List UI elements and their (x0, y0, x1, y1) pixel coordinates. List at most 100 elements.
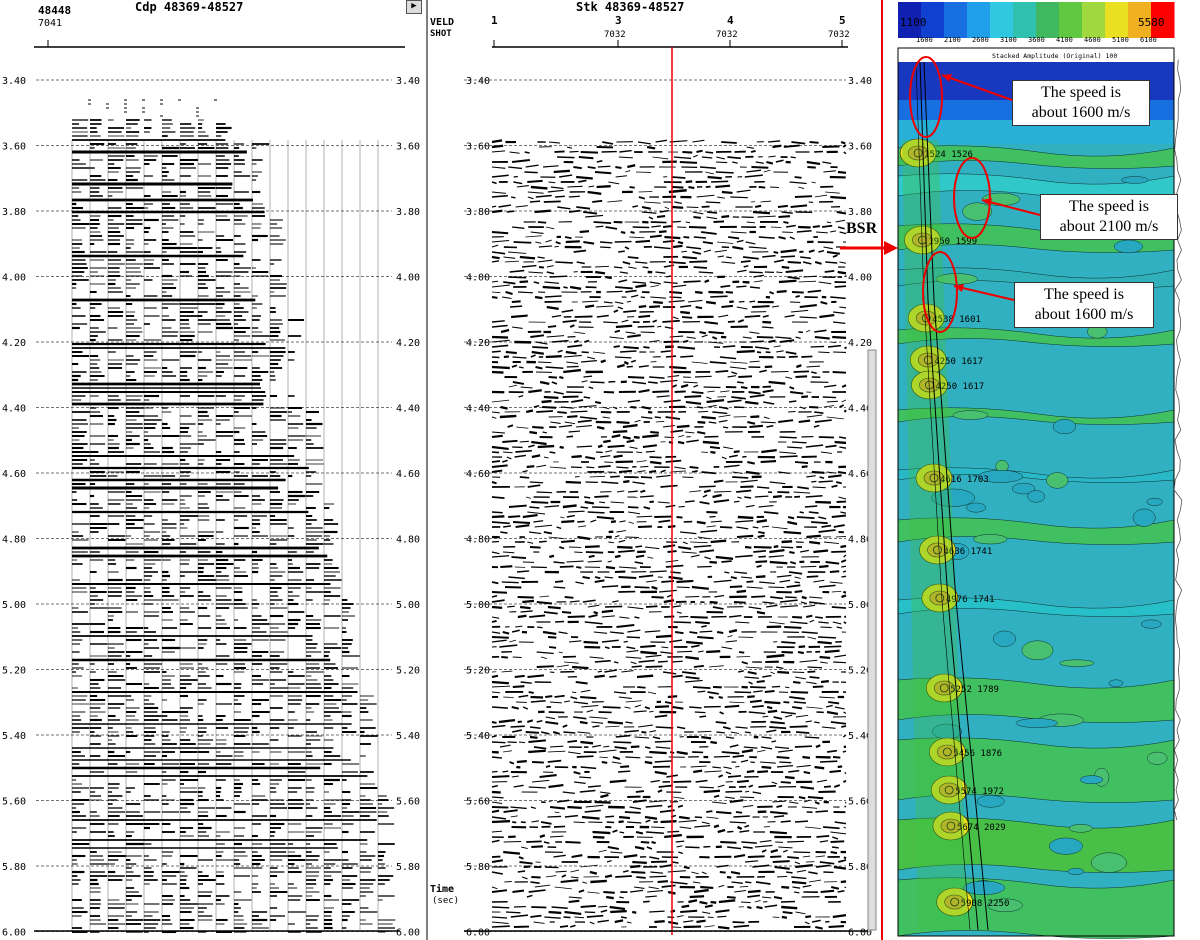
stack-time-tick-right: 5.60 (848, 797, 872, 808)
cdp-time-tick-left: 5.00 (2, 600, 26, 611)
stack-time-tick-left: 3.80 (466, 207, 490, 218)
pick-label: 5674 2029 (957, 823, 1006, 833)
stack-time-tick-right: 5.40 (848, 731, 872, 742)
cdp-time-tick-left: 5.20 (2, 666, 26, 677)
colorbar-tick: 3600 (1028, 36, 1045, 44)
stack-time-tick-right: 4.40 (848, 404, 872, 415)
stack-panel: Stk 48369-48527 VELD SHOT Time (sec) 1 3 4… (406, 0, 880, 940)
cdp-time-tick-left: 5.40 (2, 731, 26, 742)
pick-label: 4616 1703 (940, 475, 989, 485)
veld-tick: 3 (615, 14, 622, 27)
colorbar-tick: 1600 (916, 36, 933, 44)
cdp-time-tick-left: 4.80 (2, 535, 26, 546)
colorbar-tick: 6100 (1140, 36, 1157, 44)
pick-label: 5456 1876 (953, 749, 1002, 759)
time-axis-label: Time (430, 884, 455, 895)
colorbar-max: 5580 (1138, 16, 1165, 29)
cdp-time-tick-left: 3.80 (2, 207, 26, 218)
stack-time-tick-left: 5.40 (466, 731, 490, 742)
stack-time-tick-right: 4.80 (848, 535, 872, 546)
stack-time-tick-left: 3.60 (466, 142, 490, 153)
stack-time-tick-left: 5.20 (466, 666, 490, 677)
cdp-time-tick-right: 3.60 (396, 142, 420, 153)
callout-1-line-1: The speed is (1041, 84, 1121, 101)
velocity-panel: 1100 5580 1600 2100 2600 3100 3600 4100 4600 5100… (880, 0, 1200, 940)
cdp-gather-panel: Cdp 48369-48527 48448 7041 3.40 3.40 3.60 3… (0, 0, 428, 940)
time-axis-unit: (sec) (432, 896, 460, 906)
cdp-trace-sub: 7041 (38, 18, 63, 29)
cdp-traces (71, 99, 396, 934)
stack-traces (491, 139, 847, 930)
stack-title: Stk 48369-48527 (576, 0, 685, 14)
stack-time-tick-right: 3.40 (848, 76, 872, 87)
stack-time-tick-left: 3.40 (466, 76, 490, 87)
pick-label: 4250 1617 (935, 382, 984, 392)
callout-speed-3: The speed is about 1600 m/s (1014, 282, 1154, 328)
cdp-time-tick-right: 3.80 (396, 207, 420, 218)
stack-time-tick-right: 4.00 (848, 273, 872, 284)
pick-label: 4976 1741 (946, 595, 995, 605)
stack-time-tick-right: 3.60 (848, 142, 872, 153)
callout-1-line-2: about 1600 m/s (1031, 104, 1131, 121)
scrollbar[interactable] (867, 349, 877, 931)
veld-label: VELD (430, 17, 455, 28)
colorbar-tick: 5100 (1112, 36, 1129, 44)
pick-label: 4250 1617 (934, 357, 983, 367)
callout-speed-1: The speed is about 1600 m/s (1012, 80, 1150, 126)
stack-time-tick-left: 4.00 (466, 273, 490, 284)
stack-plot: 1 3 4 5 7032 7032 7032 3.40 3.40 3.60 3.60 3.80 3.80… (464, 14, 877, 939)
pick-label: 1950 1599 (928, 237, 977, 247)
veld-tick: 1 (491, 14, 498, 27)
colorbar-tick: 4600 (1084, 36, 1101, 44)
colorbar-tick: 2100 (944, 36, 961, 44)
cdp-time-tick-right: 5.80 (396, 862, 420, 873)
colorbar-tick: 3100 (1000, 36, 1017, 44)
stack-time-tick-left: 6.00 (466, 928, 490, 939)
colorbar-tick: 4100 (1056, 36, 1073, 44)
stack-time-tick-right: 5.20 (848, 666, 872, 677)
bsr-label: BSR (846, 220, 878, 237)
callout-speed-2: The speed is about 2100 m/s (1040, 194, 1178, 240)
stack-time-tick-left: 4.80 (466, 535, 490, 546)
shot-tick: 7032 (604, 30, 626, 40)
velocity-header-text: Stacked Amplitude (Original) 100 (992, 52, 1117, 60)
colorbar-tick: 2600 (972, 36, 989, 44)
pick-label: 5574 1972 (955, 787, 1004, 797)
cdp-time-tick-left: 3.60 (2, 142, 26, 153)
pick-label: 4636 1741 (943, 547, 992, 557)
callout-3-line-1: The speed is (1044, 286, 1124, 303)
stack-time-tick-right: 4.60 (848, 469, 872, 480)
bsr-arrow-icon (840, 241, 898, 255)
shot-tick: 7032 (716, 30, 738, 40)
shot-label: SHOT (430, 29, 452, 39)
cdp-time-tick-left: 5.60 (2, 797, 26, 808)
stack-time-tick-right: 3.80 (848, 207, 872, 218)
cdp-time-tick-left: 4.20 (2, 338, 26, 349)
cdp-time-tick-left: 6.00 (2, 928, 26, 939)
cdp-time-tick-left: 4.60 (2, 469, 26, 480)
cdp-time-tick-left: 4.00 (2, 273, 26, 284)
pick-label: 5252 1789 (950, 685, 999, 695)
cdp-time-tick-right: 4.00 (396, 273, 420, 284)
callout-3-line-2: about 1600 m/s (1034, 306, 1134, 323)
cdp-trace-label: 48448 (38, 4, 72, 17)
cdp-gather-plot: 3.40 3.40 3.60 3.60 3.80 3.80 4.00 4.00 4.20 4.20… (2, 0, 428, 940)
play-arrow-icon[interactable]: ▶ (406, 0, 422, 14)
stack-time-tick-left: 4.60 (466, 469, 490, 480)
cdp-time-tick-right: 4.20 (396, 338, 420, 349)
cdp-title: Cdp 48369-48527 (135, 0, 244, 14)
cdp-time-tick-right: 5.00 (396, 600, 420, 611)
stack-time-tick-left: 4.20 (466, 338, 490, 349)
pick-label: 1524 1526 (924, 150, 973, 160)
colorbar-min: 1100 (900, 16, 927, 29)
cdp-time-tick-left: 3.40 (2, 76, 26, 87)
cdp-time-tick-left: 5.80 (2, 862, 26, 873)
stack-time-tick-left: 4.40 (466, 404, 490, 415)
cdp-time-tick-right: 5.60 (396, 797, 420, 808)
stack-time-tick-right: 4.20 (848, 338, 872, 349)
cdp-time-tick-right: 4.60 (396, 469, 420, 480)
cdp-time-tick-left: 4.40 (2, 404, 26, 415)
cdp-time-tick-right: 5.20 (396, 666, 420, 677)
cdp-time-tick-right: 4.80 (396, 535, 420, 546)
cdp-time-tick-right: 6.00 (396, 928, 420, 939)
